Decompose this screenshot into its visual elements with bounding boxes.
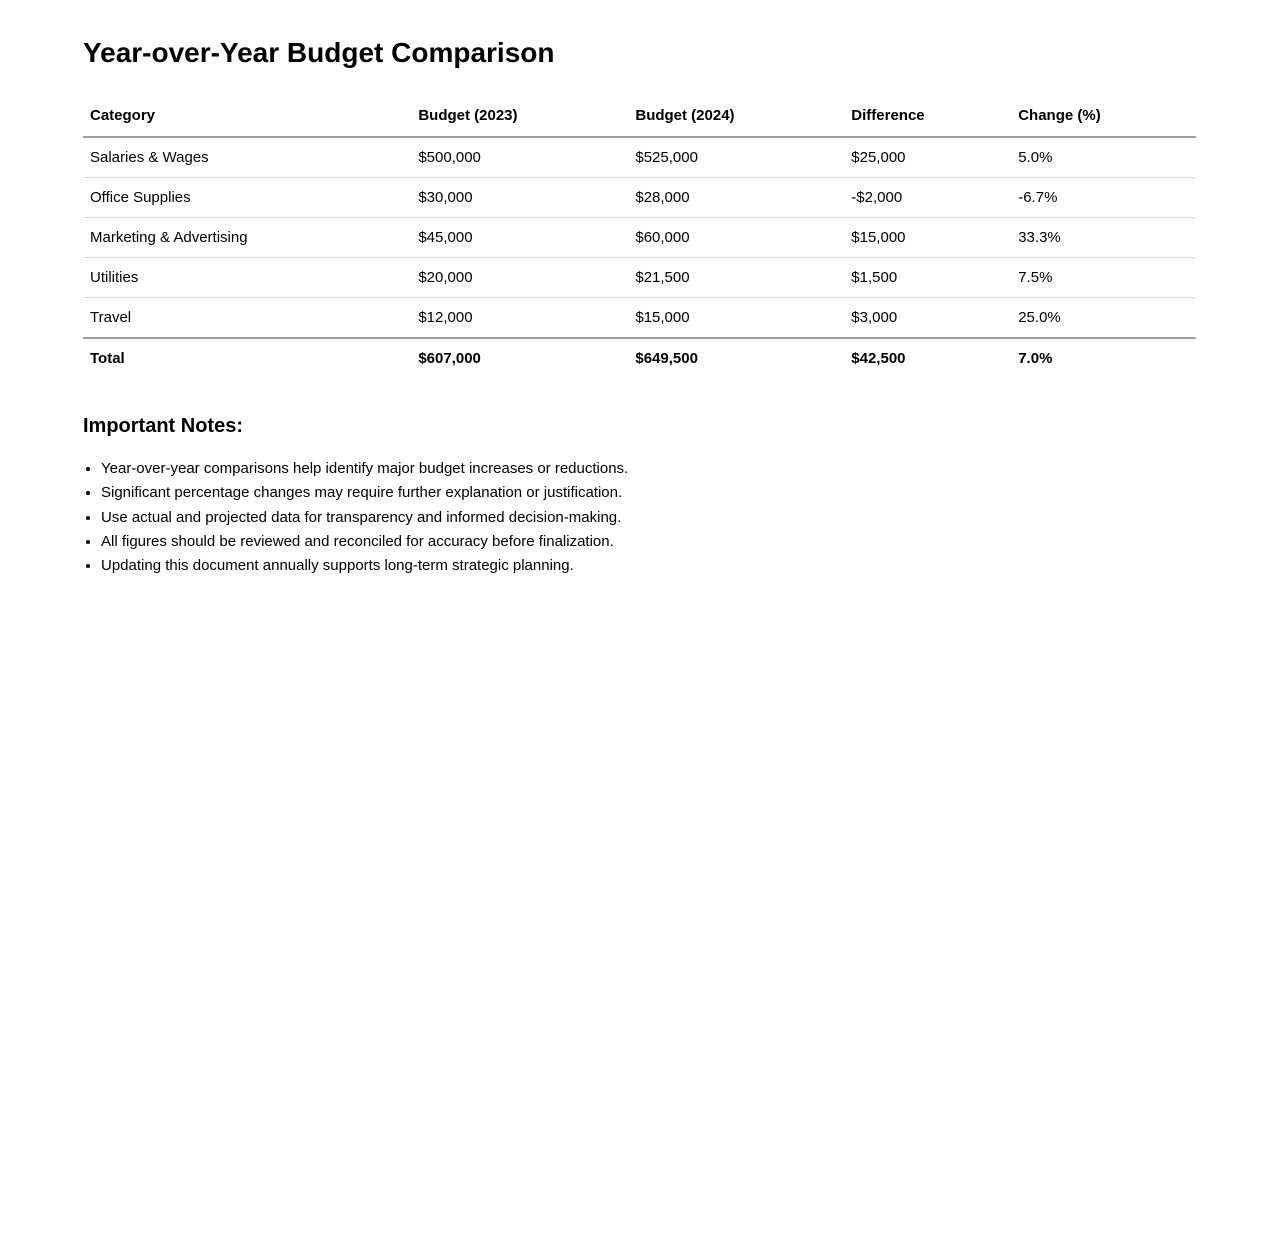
note-item: Updating this document annually supports… [101,554,1196,578]
table-cell-total-label: Total [90,350,125,367]
table-cell: $500,000 [411,137,629,178]
table-cell: $525,000 [628,137,845,178]
column-header-change: Change (%) [1011,96,1196,138]
table-row: Marketing & Advertising $45,000 $60,000 … [83,217,1196,258]
budget-comparison-table: Category Budget (2023) Budget (2024) Dif… [83,96,1196,378]
table-row: Utilities $20,000 $21,500 $1,500 7.5% [83,257,1196,298]
notes-heading: Important Notes: [83,415,243,437]
table-cell: 7.5% [1011,257,1196,298]
table-cell-total: $607,000 [418,350,481,367]
table-cell: $21,500 [628,257,845,298]
table-cell: Office Supplies [83,177,412,218]
table-total-row: Total $607,000 $649,500 $42,500 7.0% [83,338,1196,378]
table-cell: $1,500 [844,257,1012,298]
table-cell-total: $649,500 [635,350,698,367]
table-cell-total: $42,500 [851,350,906,367]
page-title: Year-over-Year Budget Comparison [83,37,555,68]
table-cell: -6.7% [1011,177,1196,218]
note-item: Use actual and projected data for transp… [101,506,1196,530]
table-row: Travel $12,000 $15,000 $3,000 25.0% [83,297,1196,339]
table-cell: 25.0% [1011,297,1196,339]
table-cell: $12,000 [411,297,629,339]
table-cell: $60,000 [628,217,845,258]
table-cell: Utilities [83,257,412,298]
column-header-difference: Difference [844,96,1012,138]
table-cell: $20,000 [411,257,629,298]
table-cell: $3,000 [844,297,1012,339]
table-cell: $28,000 [628,177,845,218]
table-cell: -$2,000 [844,177,1012,218]
table-cell: Marketing & Advertising [83,217,412,258]
table-cell: 5.0% [1011,137,1196,178]
note-item: All figures should be reviewed and recon… [101,530,1196,554]
note-item: Year-over-year comparisons help identify… [101,457,1196,481]
table-cell: Travel [83,297,412,339]
table-cell: $15,000 [844,217,1012,258]
table-header-row: Category Budget (2023) Budget (2024) Dif… [83,96,1196,138]
note-item: Significant percentage changes may requi… [101,481,1196,505]
table-row: Office Supplies $30,000 $28,000 -$2,000 … [83,177,1196,218]
table-cell: $25,000 [844,137,1012,178]
table-cell: $45,000 [411,217,629,258]
table-cell: Salaries & Wages [83,137,412,178]
column-header-budget-2023: Budget (2023) [411,96,629,138]
table-cell-total: 7.0% [1018,350,1053,367]
table-cell: $15,000 [628,297,845,339]
table-cell: $30,000 [411,177,629,218]
document-page: Year-over-Year Budget Comparison Categor… [0,0,1278,578]
table-row: Salaries & Wages $500,000 $525,000 $25,0… [83,137,1196,178]
column-header-budget-2024: Budget (2024) [628,96,845,138]
notes-list: Year-over-year comparisons help identify… [83,457,1196,578]
table-cell: 33.3% [1011,217,1196,258]
column-header-category: Category [83,96,412,138]
